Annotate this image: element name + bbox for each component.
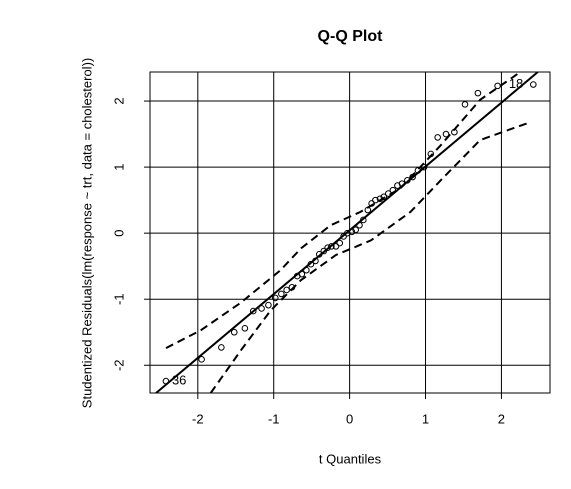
point — [344, 229, 351, 237]
point — [241, 324, 249, 332]
point — [494, 82, 501, 90]
point — [434, 134, 441, 141]
point — [218, 344, 225, 351]
point — [230, 328, 238, 336]
point — [352, 226, 359, 234]
x-tick-label: 2 — [498, 411, 505, 426]
point — [380, 193, 388, 201]
point — [258, 305, 265, 312]
point — [474, 89, 482, 97]
plot-frame — [149, 71, 551, 394]
y-tick-label: -1 — [111, 293, 126, 305]
chart-title: Q-Q Plot — [318, 28, 384, 45]
reference-line — [155, 72, 539, 393]
y-tick-label: 1 — [111, 163, 126, 170]
envelope-line — [209, 121, 531, 393]
point — [372, 196, 379, 204]
point — [265, 301, 272, 309]
point — [271, 294, 279, 302]
point — [249, 307, 257, 315]
point — [332, 243, 340, 250]
point — [530, 81, 537, 88]
point — [198, 356, 205, 363]
y-axis-label: Studentized Residuals(lm(response ~ trt,… — [79, 58, 94, 408]
point — [283, 286, 290, 294]
point — [328, 243, 335, 250]
x-tick-label: 1 — [422, 411, 429, 426]
point — [336, 239, 344, 247]
x-tick-label: 0 — [346, 411, 353, 426]
point — [278, 290, 285, 298]
x-tick-label: -1 — [268, 411, 280, 426]
point — [461, 101, 469, 108]
point — [320, 247, 328, 255]
y-tick-label: -2 — [111, 359, 126, 371]
y-tick-label: 2 — [111, 97, 126, 104]
envelope-line — [165, 72, 521, 349]
x-tick-label: -2 — [192, 411, 204, 426]
point — [442, 130, 450, 138]
y-tick-label: 0 — [111, 230, 126, 237]
x-axis-label: t Quantiles — [319, 451, 382, 466]
